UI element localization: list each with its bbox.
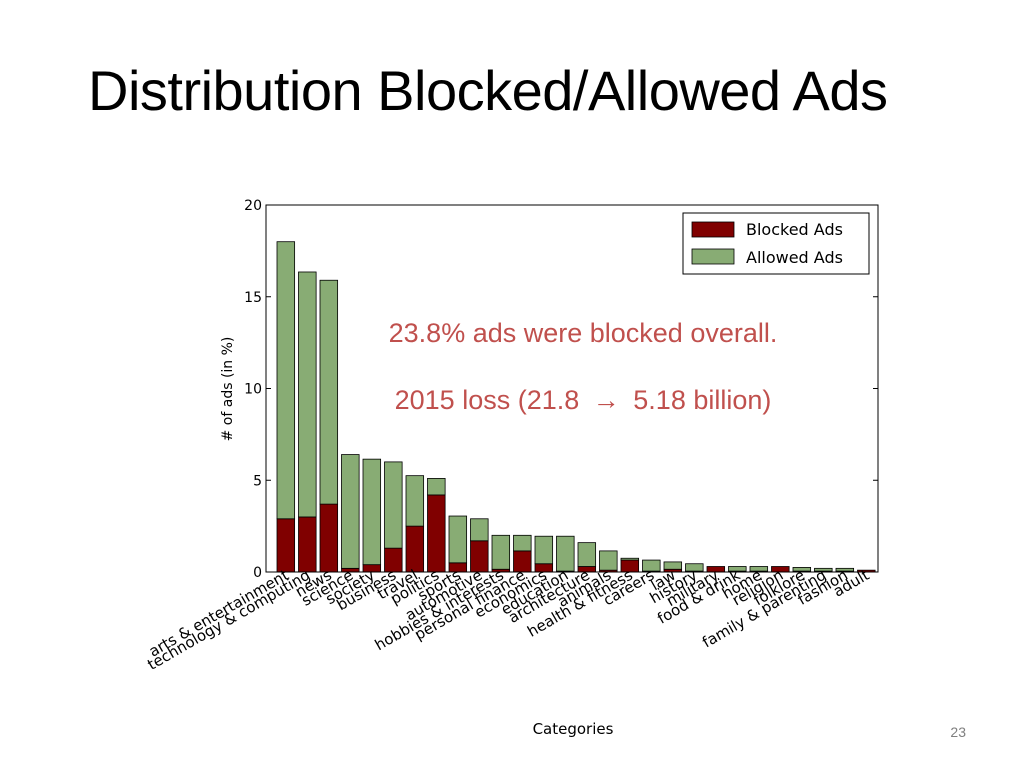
annotation-loss-before: 2015 loss (21.8	[395, 385, 580, 415]
bar-allowed-1	[298, 271, 317, 518]
bar-allowed-11	[513, 534, 532, 552]
legend-label-allowed: Allowed Ads	[746, 248, 843, 267]
bar-allowed-12	[534, 535, 554, 565]
bar-allowed-17	[642, 559, 661, 572]
bar-blocked-2	[319, 503, 339, 573]
legend-swatch-blocked	[691, 221, 735, 238]
bar-allowed-19	[685, 563, 704, 572]
y-tick-label-2: 10	[244, 382, 262, 398]
bar-allowed-13	[556, 535, 575, 572]
bar-allowed-24	[792, 567, 812, 572]
bar-allowed-16	[620, 557, 640, 561]
bar-allowed-2	[319, 279, 339, 505]
x-axis-label: Categories	[533, 720, 614, 738]
annotation-2015-loss: 2015 loss (21.8 → 5.18 billion)	[395, 385, 772, 415]
y-tick-label-3: 15	[244, 290, 262, 306]
bar-blocked-6	[405, 525, 425, 573]
bar-allowed-18	[663, 561, 683, 570]
bar-blocked-0	[276, 518, 296, 573]
bar-allowed-4	[362, 458, 382, 566]
bar-allowed-7	[427, 478, 446, 496]
bar-allowed-22	[749, 566, 769, 572]
annotation-overall-blocked: 23.8% ads were blocked overall.	[389, 318, 778, 348]
legend-label-blocked: Blocked Ads	[746, 220, 843, 239]
bar-blocked-1	[298, 516, 317, 573]
bar-allowed-10	[491, 534, 511, 570]
bar-allowed-26	[835, 567, 855, 572]
legend: Blocked Ads Allowed Ads	[682, 212, 870, 275]
bar-blocked-7	[427, 494, 446, 573]
bars-group	[276, 241, 876, 573]
bar-allowed-15	[599, 550, 618, 571]
bar-allowed-21	[728, 566, 747, 572]
y-tick-label-4: 20	[244, 198, 262, 214]
bar-allowed-5	[384, 461, 403, 549]
y-tick-label-1: 5	[253, 473, 262, 489]
bar-allowed-0	[276, 241, 296, 520]
arrow-right-icon: →	[593, 385, 620, 415]
bar-allowed-6	[405, 475, 425, 527]
bar-allowed-8	[448, 515, 468, 564]
y-tick-label-0: 0	[253, 565, 262, 581]
x-tick-label-1: technology & computing	[144, 566, 313, 674]
legend-swatch-allowed	[691, 248, 735, 265]
bar-allowed-3	[341, 454, 360, 569]
slide-title: Distribution Blocked/Allowed Ads	[88, 59, 888, 122]
bar-allowed-9	[470, 518, 489, 542]
y-axis-label: # of ads (in %)	[220, 337, 236, 442]
annotation-loss-after: 5.18 billion)	[633, 385, 771, 415]
bar-allowed-25	[814, 567, 833, 572]
bar-allowed-14	[577, 542, 597, 567]
page-number: 23	[950, 724, 966, 740]
y-ticks-group: 0 5 10 15 20	[244, 198, 878, 581]
